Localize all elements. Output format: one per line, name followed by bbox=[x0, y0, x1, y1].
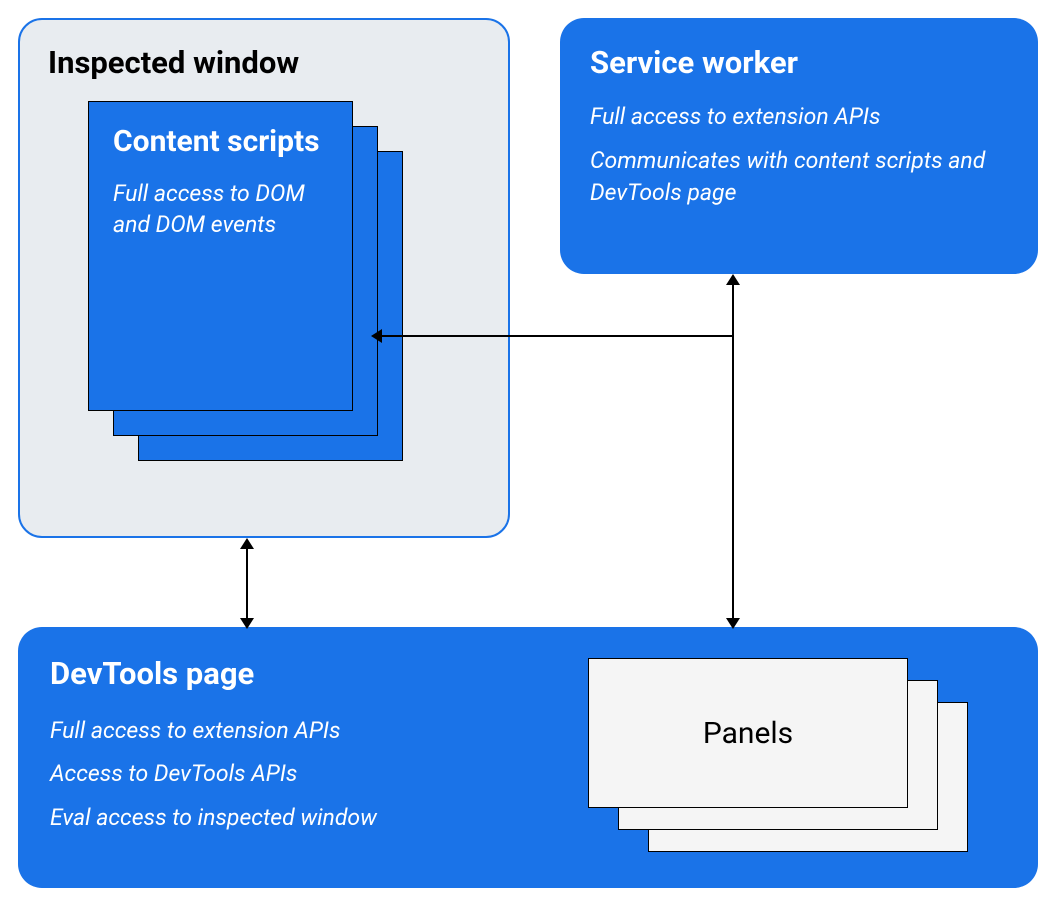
inspected-window-title: Inspected window bbox=[48, 44, 480, 81]
arrow-iw-down-head bbox=[240, 618, 254, 629]
panels-label: Panels bbox=[703, 716, 793, 751]
arrow-sw-up-head bbox=[726, 274, 740, 285]
service-worker-box: Service worker Full access to extension … bbox=[560, 18, 1038, 274]
panels-card-front: Panels bbox=[588, 658, 908, 808]
arrow-iw-up-head bbox=[240, 538, 254, 549]
content-scripts-description: Full access to DOM and DOM events bbox=[113, 178, 328, 240]
inspected-window-box: Inspected window Content scripts Full ac… bbox=[18, 18, 510, 538]
service-worker-desc2: Communicates with content scripts and De… bbox=[590, 145, 1008, 209]
architecture-diagram: Inspected window Content scripts Full ac… bbox=[0, 0, 1053, 904]
arrow-sw-down-head bbox=[726, 618, 740, 629]
content-scripts-card-front: Content scripts Full access to DOM and D… bbox=[88, 101, 353, 411]
arrow-sw-to-cs-head bbox=[371, 329, 382, 343]
service-worker-title: Service worker bbox=[590, 44, 1008, 81]
arrow-sw-down-v1 bbox=[732, 280, 734, 620]
content-scripts-title: Content scripts bbox=[113, 124, 328, 160]
panels-stack: Panels bbox=[588, 658, 908, 808]
content-scripts-stack: Content scripts Full access to DOM and D… bbox=[88, 101, 480, 411]
arrow-sw-to-cs-h bbox=[378, 335, 733, 337]
arrow-iw-to-dt-v bbox=[246, 546, 248, 620]
service-worker-desc1: Full access to extension APIs bbox=[590, 101, 1008, 133]
